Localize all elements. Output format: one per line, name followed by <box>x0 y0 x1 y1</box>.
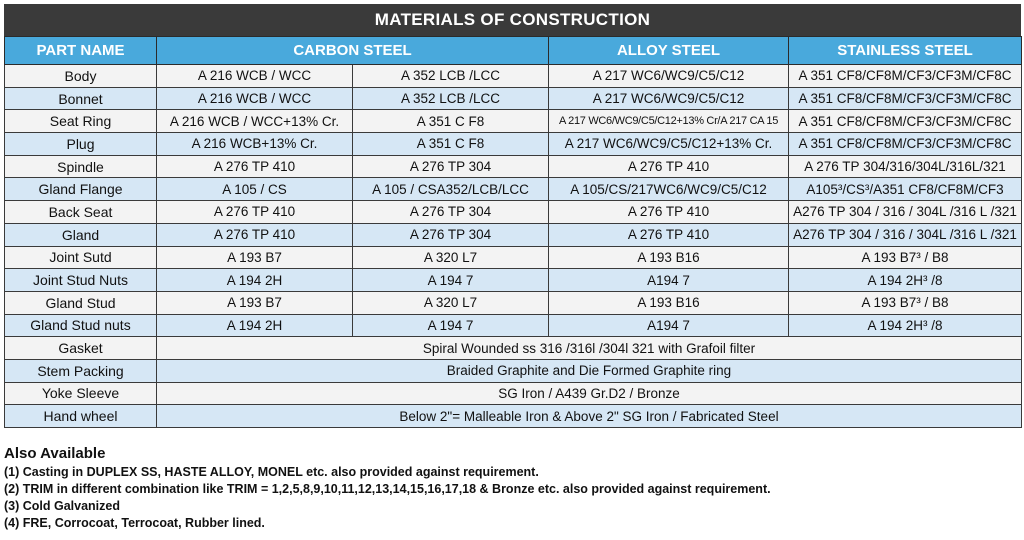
table-cell: A 193 B7³ / B8 <box>788 245 1022 270</box>
header-alloy-steel: ALLOY STEEL <box>548 36 789 65</box>
table-cell: A276 TP 304 / 316 / 304L /316 L /321 <box>788 222 1022 247</box>
table-cell: A 216 WCB / WCC <box>156 86 353 111</box>
table-row: Joint Sutd A 193 B7 A 320 L7 A 193 B16 A 193… <box>4 245 1022 270</box>
table-cell: Gland <box>4 222 157 247</box>
table-cell: A 193 B7 <box>156 245 353 270</box>
table-cell: A 351 C F8 <box>352 132 549 156</box>
table-cell: Gland Flange <box>4 177 157 202</box>
table-cell: A 352 LCB /LCC <box>352 86 549 111</box>
table-cell: A 217 WC6/WC9/C5/C12+13% Cr. <box>548 132 789 156</box>
table-cell: A 276 TP 410 <box>156 154 353 179</box>
table-row: Gland A 276 TP 410 A 276 TP 304 A 276 TP 41… <box>4 222 1022 247</box>
table-cell: A 276 TP 410 <box>156 200 353 224</box>
table-cell: Gasket <box>4 336 157 360</box>
table-cell: Yoke Sleeve <box>4 381 157 406</box>
table-cell: Braided Graphite and Die Formed Graphite… <box>156 358 1022 383</box>
table-row: Hand wheel Below 2"= Malleable Iron & Abo… <box>4 404 1022 428</box>
table-row: Gland Stud A 193 B7 A 320 L7 A 193 B16 A 193… <box>4 290 1022 315</box>
table-cell: Body <box>4 64 157 88</box>
table-cell: A194 7 <box>548 313 789 338</box>
table-cell: A 194 2H <box>156 313 353 338</box>
table-cell: Gland Stud nuts <box>4 313 157 338</box>
table-cell: A 217 WC6/WC9/C5/C12+13% Cr/A 217 CA 15 <box>548 109 789 134</box>
table-cell: Hand wheel <box>4 404 157 428</box>
table-cell: A 216 WCB / WCC <box>156 64 353 88</box>
table-cell: A 194 2H³ /8 <box>788 313 1022 338</box>
also-available-notes: Also Available (1) Casting in DUPLEX SS,… <box>4 445 1021 532</box>
table-cell: A 276 TP 410 <box>156 222 353 247</box>
table-cell: A 194 7 <box>352 268 549 292</box>
table-cell: A 351 CF8/CF8M/CF3/CF3M/CF8C <box>788 132 1022 156</box>
table-cell: A 352 LCB /LCC <box>352 64 549 88</box>
table-row: Spindle A 276 TP 410 A 276 TP 304 A 276 TP … <box>4 154 1022 179</box>
table-cell: A 320 L7 <box>352 245 549 270</box>
table-cell: Spindle <box>4 154 157 179</box>
table-cell: A 216 WCB / WCC+13% Cr. <box>156 109 353 134</box>
table-cell: Joint Stud Nuts <box>4 268 157 292</box>
note-item: (2) TRIM in different combination like T… <box>4 482 771 496</box>
table-cell: Seat Ring <box>4 109 157 134</box>
table-row: Back Seat A 276 TP 410 A 276 TP 304 A 276 T… <box>4 200 1022 224</box>
note-item: (3) Cold Galvanized <box>4 499 120 513</box>
table-cell: A 320 L7 <box>352 290 549 315</box>
materials-table-container: MATERIALS OF CONSTRUCTION PART NAME CARB… <box>4 4 1022 428</box>
table-cell: A 193 B16 <box>548 245 789 270</box>
table-cell: A 193 B16 <box>548 290 789 315</box>
table-cell: A 351 CF8/CF8M/CF3/CF3M/CF8C <box>788 86 1022 111</box>
table-cell: A 217 WC6/WC9/C5/C12 <box>548 86 789 111</box>
table-cell: A 105 / CS <box>156 177 353 202</box>
table-cell: Stem Packing <box>4 358 157 383</box>
table-row: Stem Packing Braided Graphite and Die For… <box>4 358 1022 383</box>
table-row: Bonnet A 216 WCB / WCC A 352 LCB /LCC A 217… <box>4 86 1022 111</box>
table-title: MATERIALS OF CONSTRUCTION <box>4 4 1021 36</box>
table-cell: A 105 / CSA352/LCB/LCC <box>352 177 549 202</box>
table-row: Gland Flange A 105 / CS A 105 / CSA352/LCB… <box>4 177 1022 202</box>
note-item: (4) FRE, Corrocoat, Terrocoat, Rubber li… <box>4 516 265 530</box>
header-part-name: PART NAME <box>4 36 157 65</box>
table-cell: A 276 TP 304 <box>352 154 549 179</box>
note-item: (1) Casting in DUPLEX SS, HASTE ALLOY, M… <box>4 465 539 479</box>
table-cell: A 193 B7³ / B8 <box>788 290 1022 315</box>
table-cell: A 276 TP 410 <box>548 222 789 247</box>
table-row: Gasket Spiral Wounded ss 316 /316l /304l … <box>4 336 1022 360</box>
table-row: Seat Ring A 216 WCB / WCC+13% Cr. A 351 C … <box>4 109 1022 134</box>
table-cell: A 276 TP 410 <box>548 154 789 179</box>
table-row: Body A 216 WCB / WCC A 352 LCB /LCC A 217 W… <box>4 64 1022 88</box>
table-cell: A 351 C F8 <box>352 109 549 134</box>
table-cell: Spiral Wounded ss 316 /316l /304l 321 wi… <box>156 336 1022 360</box>
table-cell: Below 2"= Malleable Iron & Above 2" SG I… <box>156 404 1022 428</box>
table-cell: A 193 B7 <box>156 290 353 315</box>
table-row: Yoke Sleeve SG Iron / A439 Gr.D2 / Bronze <box>4 381 1022 406</box>
table-cell: A 276 TP 304 <box>352 222 549 247</box>
materials-table: PART NAME CARBON STEEL ALLOY STEEL STAIN… <box>4 36 1022 428</box>
table-cell: A 194 2H³ /8 <box>788 268 1022 292</box>
table-cell: A 351 CF8/CF8M/CF3/CF3M/CF8C <box>788 64 1022 88</box>
table-cell: A 351 CF8/CF8M/CF3/CF3M/CF8C <box>788 109 1022 134</box>
notes-title: Also Available <box>4 445 106 462</box>
table-cell: A 276 TP 410 <box>548 200 789 224</box>
table-cell: A 194 2H <box>156 268 353 292</box>
table-cell: Bonnet <box>4 86 157 111</box>
header-stainless-steel: STAINLESS STEEL <box>788 36 1022 65</box>
table-cell: A 217 WC6/WC9/C5/C12 <box>548 64 789 88</box>
table-row: Plug A 216 WCB+13% Cr. A 351 C F8 A 217 WC6… <box>4 132 1022 156</box>
table-cell: A 194 7 <box>352 313 549 338</box>
table-cell: A 276 TP 304/316/304L/316L/321 <box>788 154 1022 179</box>
table-cell: SG Iron / A439 Gr.D2 / Bronze <box>156 381 1022 406</box>
table-cell: A 105/CS/217WC6/WC9/C5/C12 <box>548 177 789 202</box>
header-row: PART NAME CARBON STEEL ALLOY STEEL STAIN… <box>4 36 1022 65</box>
table-cell: Plug <box>4 132 157 156</box>
table-cell: Gland Stud <box>4 290 157 315</box>
table-cell: Joint Sutd <box>4 245 157 270</box>
table-cell: A105³/CS³/A351 CF8/CF8M/CF3 <box>788 177 1022 202</box>
table-cell: A 216 WCB+13% Cr. <box>156 132 353 156</box>
table-cell: A276 TP 304 / 316 / 304L /316 L /321 <box>788 200 1022 224</box>
table-cell: Back Seat <box>4 200 157 224</box>
header-carbon-steel: CARBON STEEL <box>156 36 549 65</box>
table-cell: A194 7 <box>548 268 789 292</box>
table-cell: A 276 TP 304 <box>352 200 549 224</box>
table-body: Body A 216 WCB / WCC A 352 LCB /LCC A 217 W… <box>4 64 1022 428</box>
